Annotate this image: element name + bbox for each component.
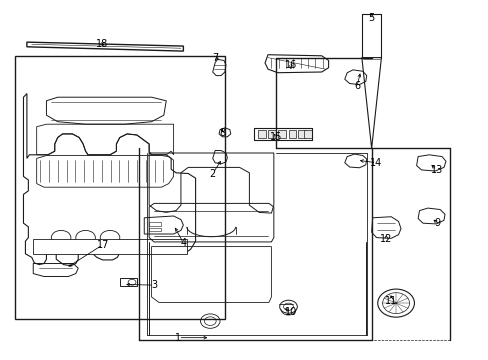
Bar (15, 56, 224, 319)
Bar (120, 278, 137, 286)
Text: 17: 17 (96, 240, 109, 250)
Text: 3: 3 (151, 280, 157, 290)
Text: 15: 15 (269, 132, 282, 142)
Bar (288, 130, 296, 138)
Text: 11: 11 (384, 296, 397, 306)
Text: 7: 7 (212, 53, 218, 63)
Text: 16: 16 (284, 60, 297, 70)
Text: 9: 9 (434, 218, 440, 228)
Bar (277, 130, 285, 138)
Text: 5: 5 (368, 13, 374, 23)
Text: 1: 1 (175, 333, 181, 343)
Bar (267, 130, 275, 138)
Text: 2: 2 (209, 168, 215, 179)
Bar (298, 130, 305, 138)
Text: 12: 12 (379, 234, 392, 244)
Bar (149, 222, 161, 226)
Bar (304, 130, 311, 138)
Text: 6: 6 (353, 81, 359, 91)
Text: 8: 8 (219, 128, 225, 138)
Text: 13: 13 (429, 165, 442, 175)
Text: 14: 14 (369, 158, 382, 168)
Bar (149, 228, 161, 231)
Text: 4: 4 (180, 238, 186, 248)
Bar (258, 130, 265, 138)
Text: 18: 18 (95, 39, 108, 49)
Text: 10: 10 (284, 307, 297, 318)
Bar (33, 239, 187, 254)
